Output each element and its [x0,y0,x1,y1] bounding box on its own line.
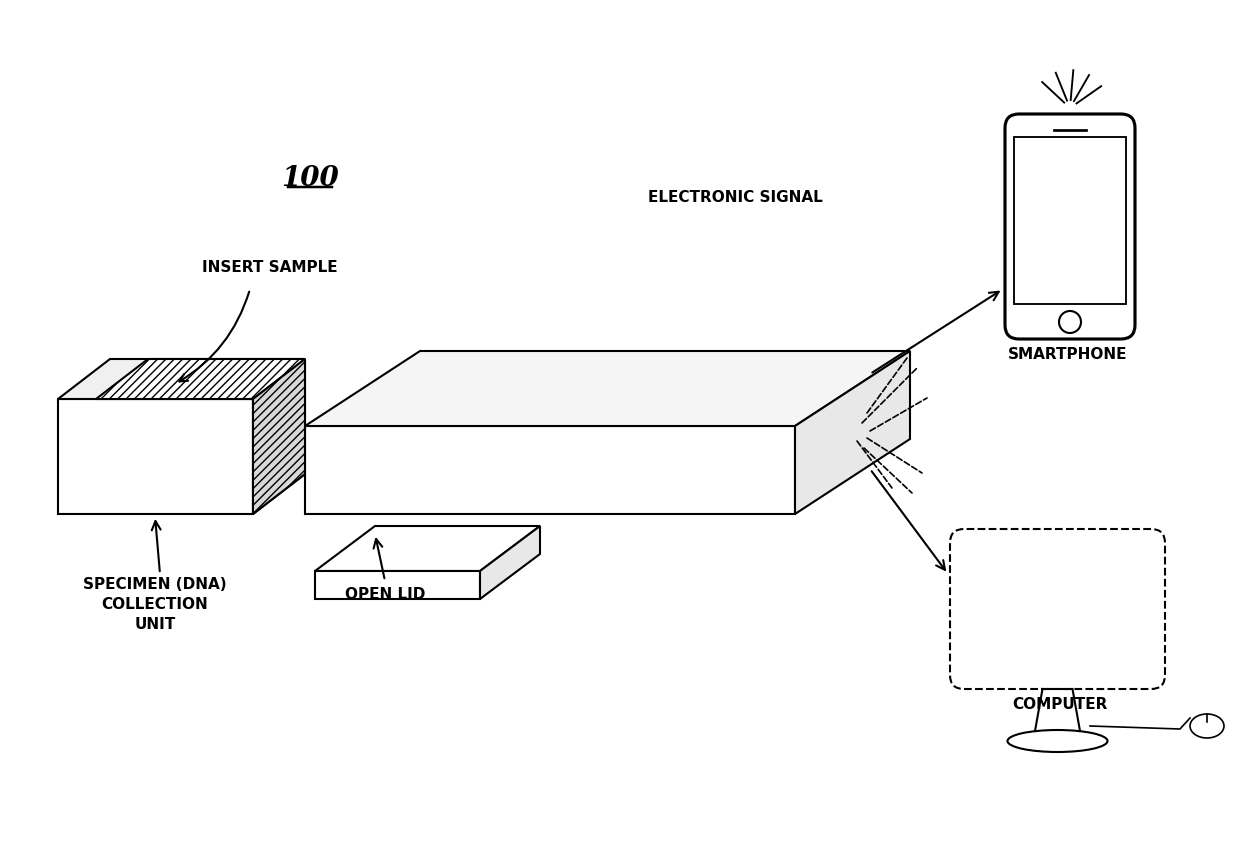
Polygon shape [58,399,253,514]
Bar [1014,138,1126,305]
Polygon shape [253,360,305,514]
Polygon shape [315,571,479,599]
Polygon shape [315,527,540,571]
Text: 100: 100 [281,165,339,192]
Polygon shape [58,360,305,399]
Polygon shape [95,360,305,399]
FancyBboxPatch shape [1005,115,1135,339]
Polygon shape [305,352,909,426]
Text: COMPUTER: COMPUTER [1012,696,1108,711]
Polygon shape [479,527,540,599]
Text: ELECTRONIC SIGNAL: ELECTRONIC SIGNAL [648,190,823,205]
Text: SMARTPHONE: SMARTPHONE [1009,347,1127,361]
Text: INSERT SAMPLE: INSERT SAMPLE [202,260,338,274]
Polygon shape [305,426,795,514]
Polygon shape [795,352,909,514]
Polygon shape [253,360,305,514]
Text: OPEN LID: OPEN LID [344,587,425,601]
Text: SPECIMEN (DNA)
COLLECTION
UNIT: SPECIMEN (DNA) COLLECTION UNIT [83,576,227,630]
FancyBboxPatch shape [950,529,1165,690]
